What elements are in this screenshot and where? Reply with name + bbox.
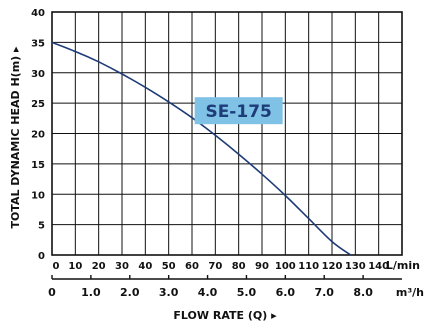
x-tick-label-m3h: 4.0 [198,286,218,299]
x-tick-label-m3h: 0 [48,286,56,299]
y-tick-label: 10 [31,190,45,201]
x-tick-label-lmin: 70 [208,261,222,272]
y-tick-label: 35 [31,38,45,49]
y-tick-label: 5 [38,221,45,232]
x-unit-m3h: m³/h [396,286,424,299]
x-tick-label-lmin: 20 [92,261,106,272]
x-tick-label-m3h: 8.0 [353,286,373,299]
x-tick-label-lmin: 80 [232,261,246,272]
x-tick-label-lmin: 50 [162,261,176,272]
x-tick-label-m3h: 2.0 [120,286,140,299]
y-tick-label: 25 [31,99,45,110]
series-label-layer: SE-175 [195,97,283,124]
x-tick-label-m3h: 7.0 [314,286,334,299]
y-tick-label: 20 [31,130,45,141]
x-tick-label-lmin: 100 [275,261,296,272]
y-tick-labels: 0 5 10 15 20 25 30 35 40 [31,8,45,262]
series-line-se-175 [52,42,351,255]
x-unit-lmin: L/min [386,259,420,272]
x-tick-label-m3h: 3.0 [159,286,179,299]
x-tick-label-lmin: 30 [115,261,129,272]
x-tick-label-lmin: 120 [322,261,343,272]
x-tick-label-m3h: 6.0 [276,286,296,299]
x-axis-title: FLOW RATE (Q) ▸ [173,309,277,322]
x-tick-label-lmin: 0 [53,261,60,272]
y-tick-label: 30 [31,69,45,80]
x-tick-label-lmin: 130 [345,261,366,272]
series-label-se-175: SE-175 [205,102,271,122]
x-tick-label-lmin: 110 [298,261,319,272]
y-tick-label: 15 [31,160,45,171]
second-x-axis: 0 1.0 2.0 3.0 4.0 5.0 6.0 7.0 8.0 m³/h [48,275,424,299]
x-tick-label-m3h: 1.0 [81,286,101,299]
x-tick-label-lmin: 40 [138,261,152,272]
x-tick-label-lmin: 90 [255,261,269,272]
y-tick-label: 0 [38,251,45,262]
curve-layer [52,42,351,255]
x-tick-label-lmin: 10 [68,261,82,272]
x-tick-label-lmin: 60 [185,261,199,272]
chart-grid [52,12,402,255]
y-tick-label: 40 [31,8,45,19]
axis-titles: TOTAL DYNAMIC HEAD H(m) ▸ FLOW RATE (Q) ▸ [9,46,277,322]
y-axis-title: TOTAL DYNAMIC HEAD H(m) ▸ [9,46,22,229]
x-tick-label-m3h: 5.0 [237,286,257,299]
